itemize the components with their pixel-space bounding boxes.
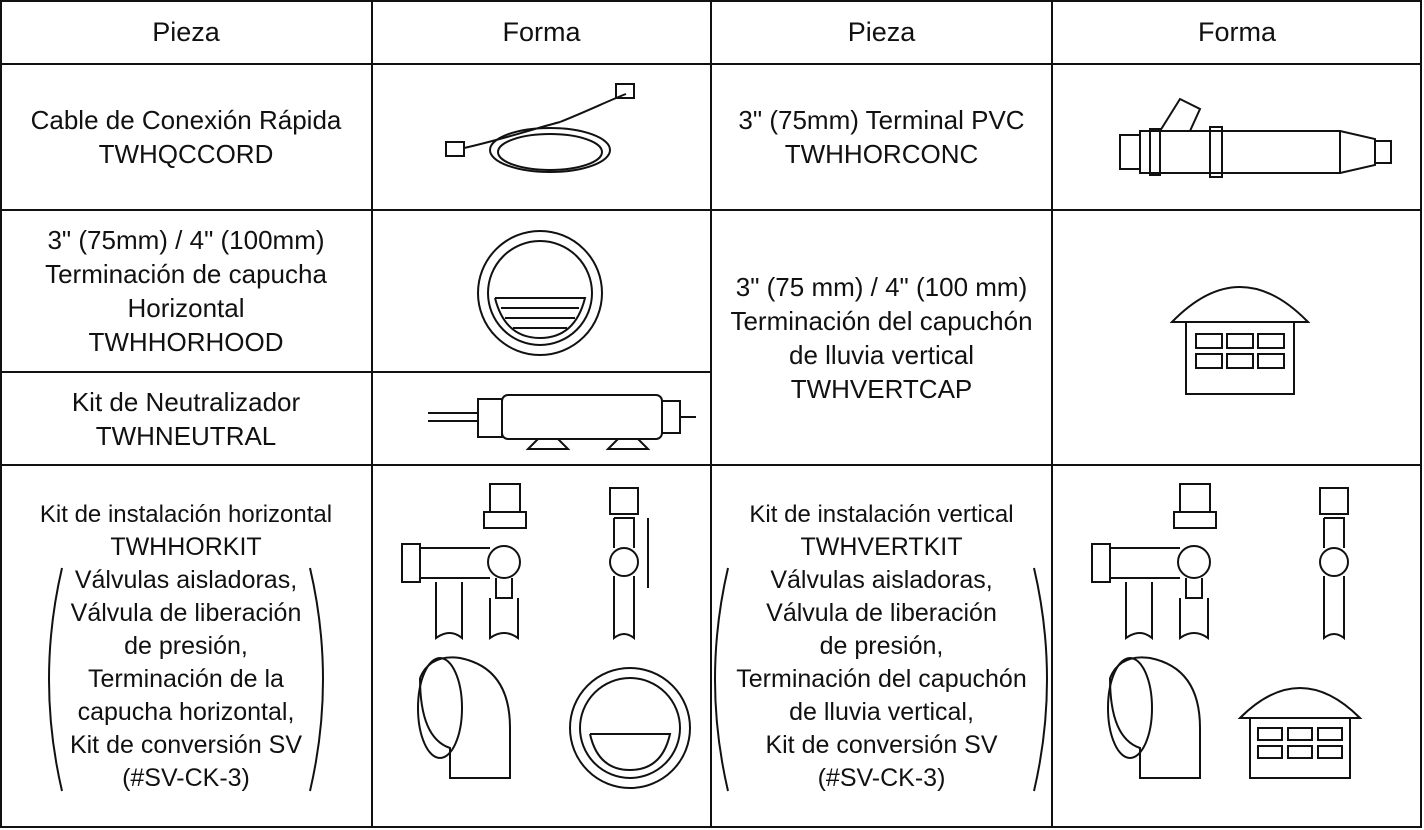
part-text: Horizontal: [127, 293, 245, 323]
kit-contents: Válvulas aisladoras, Válvula de liberació…: [36, 564, 336, 795]
part-text: Terminación de capucha: [45, 259, 327, 289]
kit-code: TWHVERTKIT: [800, 533, 963, 561]
kit-content-line: de presión,: [124, 632, 248, 660]
part-text: TWHVERTCAP: [790, 373, 973, 404]
header-cell: Forma: [1197, 16, 1276, 47]
part-text: 3" (75mm) / 4" (100mm): [47, 225, 325, 255]
part-cell: 3" (75 mm) / 4" (100 mm) Terminación del …: [711, 210, 1052, 465]
header-cell: Pieza: [847, 16, 916, 47]
part-text: Cable de Conexión Rápida: [30, 105, 342, 135]
kit-content-line: Kit de conversión SV: [765, 731, 998, 759]
part-text: de lluvia vertical: [789, 339, 974, 370]
part-text: TWHQCCORD: [98, 139, 274, 169]
kit-content-line: de lluvia vertical,: [789, 698, 974, 726]
part-text: 3" (75 mm) / 4" (100 mm): [735, 271, 1028, 302]
kit-content-line: Terminación del capuchón: [736, 665, 1027, 693]
part-cell: 3" (75mm) / 4" (100mm) Terminación de cap…: [0, 210, 372, 372]
neutralizer-drawing: [428, 394, 696, 450]
kit-content-line: Kit de conversión SV: [69, 731, 303, 759]
kit-content-line: de presión,: [819, 632, 944, 660]
kit-content-line: (#SV-CK-3): [122, 764, 250, 792]
parenthesis: [308, 567, 324, 792]
header-cell: Forma: [502, 16, 581, 47]
part-text: Terminación del capuchón: [730, 305, 1033, 336]
kit-content-line: Válvulas aisladoras,: [770, 566, 993, 594]
vertical-kit-drawing: [1091, 483, 1363, 779]
part-cell: Cable de Conexión Rápida TWHQCCORD: [0, 64, 372, 210]
kit-code: TWHHORKIT: [110, 533, 262, 561]
parenthesis: [714, 567, 730, 792]
kit-name: Kit de instalación vertical: [749, 501, 1014, 528]
kit-content-line: Válvulas aisladoras,: [74, 566, 298, 594]
kit-content-line: Terminación de la: [88, 665, 284, 693]
hood-drawing: [477, 230, 603, 356]
parentheses: [714, 567, 1049, 792]
cable-drawing: [445, 83, 635, 173]
kit-content-line: capucha horizontal,: [77, 698, 295, 726]
header-cell: Pieza: [152, 16, 220, 47]
horizontal-kit-drawing: [401, 483, 691, 789]
part-text: TWHHORHOOD: [88, 327, 284, 357]
pvc-terminal-drawing: [1119, 97, 1392, 178]
parenthesis: [1033, 567, 1049, 792]
part-cell: Kit de Neutralizador TWHNEUTRAL: [0, 372, 372, 465]
part-text: 3" (75mm) Terminal PVC: [738, 105, 1025, 135]
parentheses: [47, 567, 324, 792]
part-text: TWHHORCONC: [784, 139, 979, 169]
part-text: Kit de Neutralizador: [71, 386, 301, 417]
kit-cell: Kit de instalación horizontal TWHHORKIT Vá…: [0, 465, 372, 828]
kit-name: Kit de instalación horizontal: [39, 501, 333, 528]
part-text: TWHNEUTRAL: [95, 420, 277, 451]
vertical-cap-drawing: [1169, 286, 1311, 395]
part-cell: 3" (75mm) Terminal PVC TWHHORCONC: [711, 64, 1052, 210]
kit-contents: Válvulas aisladoras, Válvula de liberació…: [702, 564, 1060, 795]
kit-content-line: (#SV-CK-3): [817, 764, 946, 792]
kit-cell: Kit de instalación vertical TWHVERTKIT Vál…: [711, 465, 1052, 828]
parenthesis: [47, 567, 63, 792]
kit-content-line: Válvula de liberación: [70, 599, 302, 627]
kit-content-line: Válvula de liberación: [766, 599, 997, 627]
